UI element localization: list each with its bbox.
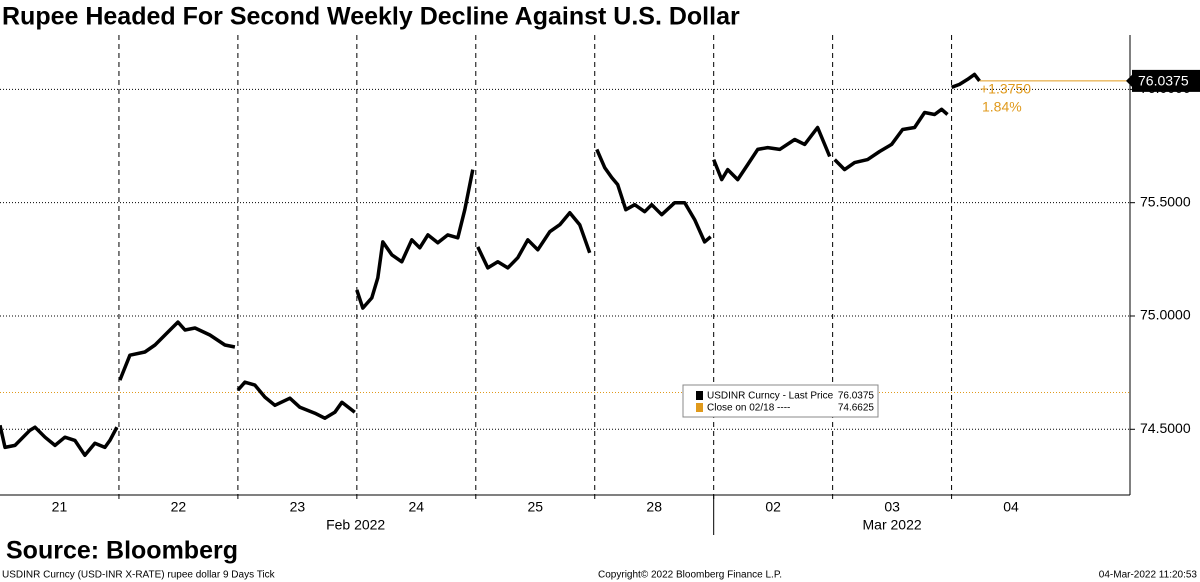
legend-label: Close on 02/18 ---- [707, 403, 790, 414]
x-tick-label: 02 [765, 499, 781, 515]
footer-center: Copyright© 2022 Bloomberg Finance L.P. [598, 570, 782, 581]
change-pct-label: 1.84% [982, 99, 1022, 115]
legend-swatch [696, 403, 703, 412]
legend-value: 74.6625 [838, 403, 875, 414]
month-label: Mar 2022 [863, 517, 922, 533]
x-tick-label: 21 [52, 499, 68, 515]
x-tick-label: 28 [646, 499, 662, 515]
price-line [0, 72, 981, 458]
source: Source: Bloomberg [6, 537, 238, 565]
y-tick-label: 75.5000 [1140, 193, 1191, 209]
legend-value: 76.0375 [838, 391, 875, 402]
x-tick-label: 22 [171, 499, 187, 515]
legend-box [682, 384, 879, 418]
footer-right: 04-Mar-2022 11:20:53 [1099, 570, 1198, 581]
last-price-box [1132, 69, 1200, 92]
x-tick-label: 25 [527, 499, 543, 515]
y-tick-label: 75.0000 [1140, 307, 1191, 323]
month-label: Feb 2022 [326, 517, 385, 533]
change-label: +1.3750 [980, 81, 1031, 97]
x-tick-label: 03 [884, 499, 900, 515]
x-tick-label: 24 [409, 499, 425, 515]
x-tick-label: 04 [1003, 499, 1019, 515]
x-tick-label: 23 [290, 499, 306, 515]
legend-label: USDINR Curncy - Last Price [707, 391, 834, 402]
y-tick-label: 74.5000 [1140, 420, 1191, 436]
footer-left: USDINR Curncy (USD-INR X-RATE) rupee dol… [2, 570, 276, 581]
last-price-pointer [1126, 74, 1132, 87]
chart-title: Rupee Headed For Second Weekly Decline A… [2, 3, 740, 31]
legend-swatch [696, 391, 703, 400]
last-price-label: 76.0375 [1138, 73, 1189, 89]
